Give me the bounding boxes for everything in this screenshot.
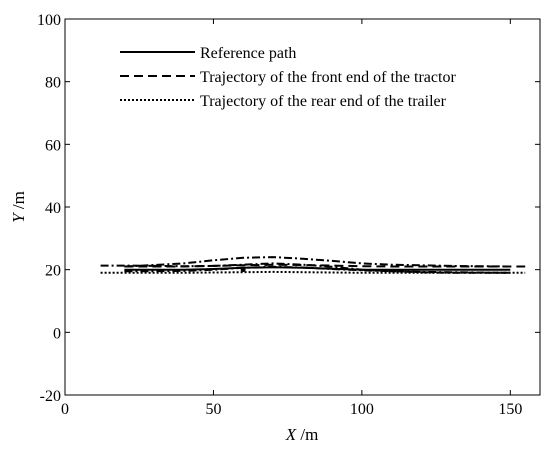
y-tick-label: 0 (53, 325, 61, 342)
x-axis-unit: /m (296, 425, 318, 444)
legend-label: Reference path (200, 45, 296, 62)
y-axis-label: Y /m (9, 191, 28, 223)
series-line-dashdot (124, 256, 511, 268)
x-tick-label: 100 (350, 401, 374, 418)
y-tick-label: 100 (37, 12, 61, 29)
x-tick-label: 150 (498, 401, 522, 418)
y-tick-label: 40 (45, 200, 61, 217)
series-line-dashdot (124, 265, 511, 274)
legend-label: Trajectory of the rear end of the traile… (200, 93, 447, 110)
x-tick-label: 50 (205, 401, 221, 418)
y-axis-unit: /m (9, 191, 28, 213)
x-tick-label: 0 (61, 401, 69, 418)
y-tick-label: 80 (45, 75, 61, 92)
y-tick-label: 20 (45, 263, 61, 280)
y-axis-var: Y (9, 212, 28, 223)
legend: Reference path Trajectory of the front en… (120, 45, 456, 110)
legend-label: Trajectory of the front end of the tract… (200, 69, 456, 86)
y-tick-label: -20 (40, 388, 61, 405)
series-layer (100, 256, 526, 274)
x-axis-label: X /m (285, 425, 319, 444)
y-tick-label: 60 (45, 137, 61, 154)
x-axis-var: X (285, 425, 297, 444)
data-point (240, 267, 246, 273)
